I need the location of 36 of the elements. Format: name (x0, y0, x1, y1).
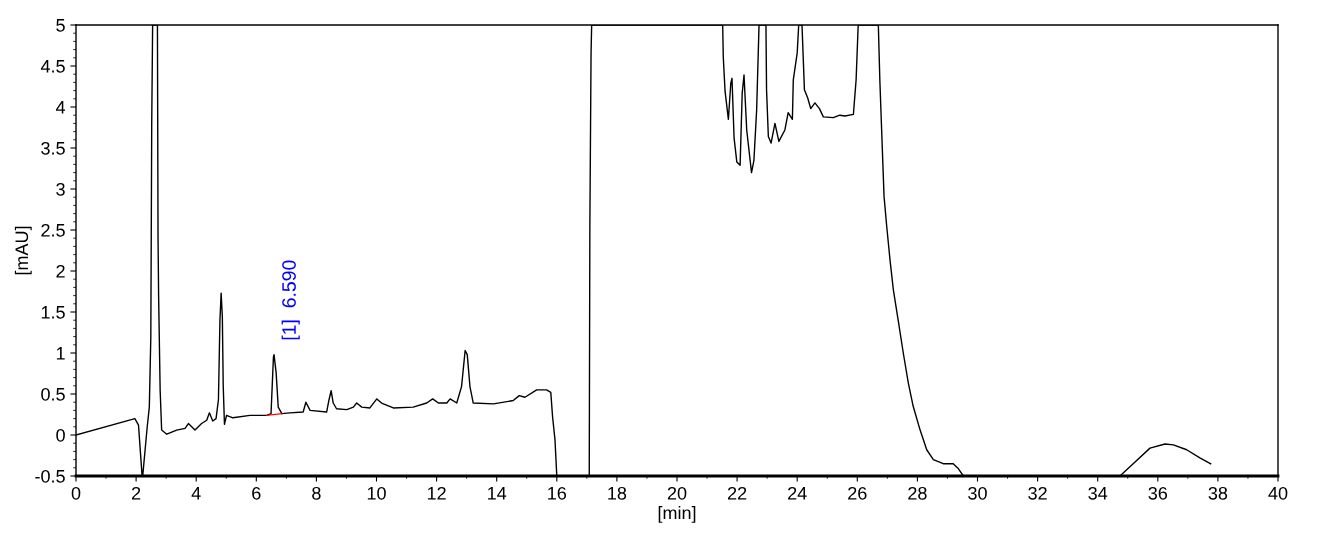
x-tick-label: 28 (908, 486, 927, 500)
x-tick-label: 40 (1268, 486, 1288, 500)
y-tick-label: 1 (56, 347, 65, 360)
x-tick-label: 32 (1028, 486, 1047, 500)
y-tick-label: 1.5 (41, 306, 65, 319)
x-tick-label: 24 (788, 486, 807, 500)
x-tick-label: 0 (71, 486, 81, 500)
x-tick-label: 10 (367, 486, 386, 500)
x-tick-label: 34 (1088, 486, 1108, 500)
y-tick-label: 5 (56, 19, 65, 32)
x-tick-label: 26 (848, 486, 867, 500)
y-tick-label: 2 (56, 264, 65, 278)
x-tick-label: 8 (312, 486, 321, 500)
x-tick-label: 14 (488, 487, 507, 500)
y-tick-label: 0 (56, 428, 65, 442)
y-tick-label: 3 (56, 182, 65, 196)
annotation: [1] 6.590 (281, 260, 300, 340)
x-axis-title: [min] (658, 506, 696, 523)
y-tick-label: 4 (55, 101, 66, 114)
x-tick-label: 4 (191, 487, 201, 500)
x-tick-label: 16 (548, 486, 567, 500)
y-tick-label: -0.5 (35, 469, 65, 483)
x-tick-label: 12 (427, 486, 446, 500)
x-tick-label: 36 (1148, 486, 1168, 500)
x-tick-label: 2 (131, 486, 141, 500)
x-tick-label: 6 (252, 486, 261, 500)
x-tick-label: 30 (968, 486, 987, 500)
x-tick-label: 20 (667, 486, 687, 500)
x-tick-label: 22 (727, 486, 747, 500)
y-tick-label: 2.5 (41, 223, 65, 237)
x-tick-label: 18 (608, 486, 627, 500)
y-tick-label: 3.5 (41, 141, 65, 155)
y-tick-label: 4.5 (40, 60, 65, 73)
y-axis-title: [mAU] (14, 226, 32, 275)
x-tick-label: 38 (1208, 486, 1228, 500)
y-tick-label: 0.5 (41, 387, 65, 401)
